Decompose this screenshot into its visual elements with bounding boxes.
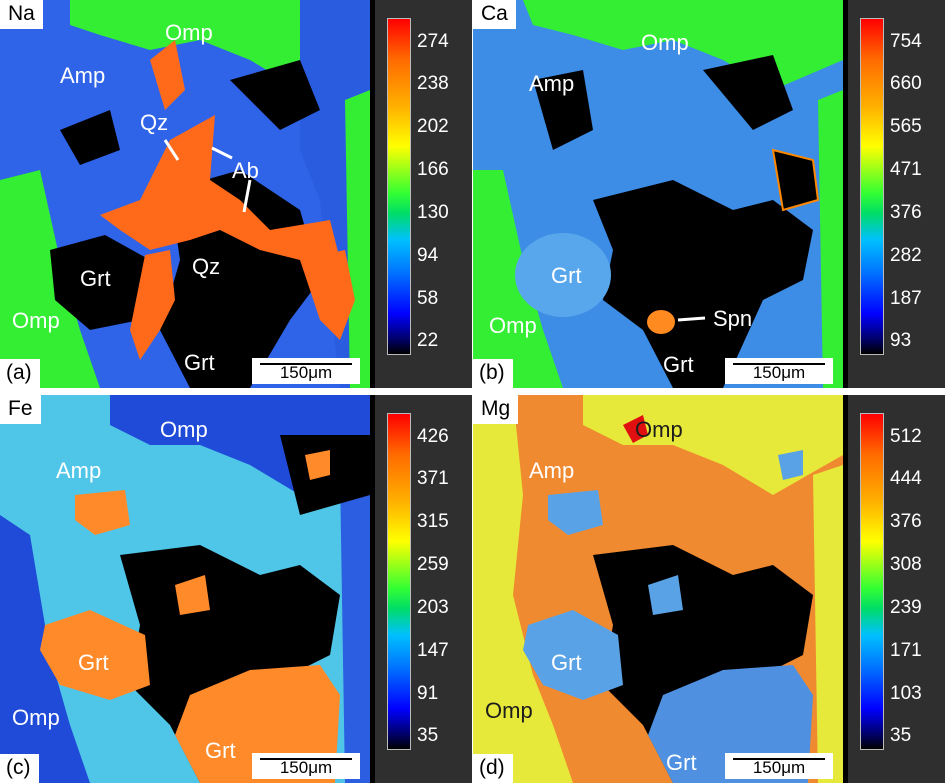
na-annotation-arrows [163, 139, 252, 213]
element-label: Fe [0, 395, 41, 424]
element-label: Na [0, 0, 43, 29]
mineral-label-grt: Grt [78, 650, 109, 675]
colorbar-panel: 754 660 565 471 376 282 187 93 [848, 0, 945, 388]
na-element-map [0, 0, 370, 388]
scale-bar-line [733, 758, 825, 760]
colorbar-tick: 238 [417, 73, 449, 94]
colorbar-tick: 376 [890, 202, 922, 223]
colorbar-tick: 308 [890, 554, 922, 575]
mg-element-map [473, 395, 843, 783]
colorbar-tick: 282 [890, 245, 922, 266]
mineral-label-omp: Omp [160, 417, 208, 442]
mineral-label-amp: Amp [529, 71, 575, 96]
colorbar-tick: 58 [417, 288, 439, 309]
colorbar [387, 413, 411, 750]
colorbar-tick: 660 [890, 73, 922, 94]
mineral-label-omp: Omp [641, 30, 689, 55]
ca-annotation-arrows [677, 316, 706, 322]
scale-bar: 150μm [725, 358, 833, 384]
mineral-label-omp: Omp [635, 417, 683, 442]
mineral-label-grt: Grt [663, 352, 694, 377]
scale-bar-line [260, 758, 352, 760]
panel-label: (c) [0, 754, 39, 783]
panel-na-map: Na Omp Amp Qz Ab Grt Qz Omp Grt (a) 150μ… [0, 0, 472, 388]
mineral-label-ab: Ab [232, 158, 259, 183]
colorbar-panel: 512 444 376 308 239 171 103 35 [848, 395, 945, 783]
colorbar-tick: 274 [417, 31, 449, 52]
panel-label: (d) [473, 754, 513, 783]
colorbar-tick: 315 [417, 511, 449, 532]
ca-element-map [473, 0, 843, 388]
mineral-label-omp: Omp [165, 20, 213, 45]
scale-bar-line [733, 363, 825, 365]
panel-ca-map: Ca Omp Amp Grt Omp Spn Grt (b) 150μm 754… [473, 0, 945, 388]
element-label: Mg [473, 395, 519, 424]
mineral-label-omp: Omp [489, 313, 537, 338]
colorbar-tick: 171 [890, 640, 922, 661]
mineral-label-spn: Spn [713, 306, 753, 331]
colorbar-tick: 471 [890, 159, 922, 180]
colorbar-tick: 103 [890, 683, 922, 704]
colorbar-tick: 444 [890, 468, 922, 489]
mineral-label-grt: Grt [551, 263, 582, 288]
colorbar-tick: 754 [890, 31, 922, 52]
scale-bar: 150μm [725, 753, 833, 779]
colorbar-tick: 35 [890, 725, 912, 746]
element-label: Ca [473, 0, 516, 29]
colorbar-tick: 166 [417, 159, 449, 180]
panel-fe-map: Fe Omp Amp Grt Omp Grt (c) 150μm 426 371… [0, 395, 472, 783]
mineral-label-grt: Grt [184, 350, 215, 375]
mineral-label-omp: Omp [12, 705, 60, 730]
colorbar [860, 413, 884, 750]
mineral-label-grt: Grt [551, 650, 582, 675]
colorbar-tick: 376 [890, 511, 922, 532]
mineral-label-omp: Omp [12, 308, 60, 333]
scale-bar-line [260, 363, 352, 365]
mineral-label-grt: Grt [205, 738, 236, 763]
colorbar [860, 18, 884, 355]
fe-element-map [0, 395, 370, 783]
panel-label: (a) [0, 359, 40, 388]
colorbar-panel: 274 238 202 166 130 94 58 22 [375, 0, 472, 388]
colorbar-tick: 91 [417, 683, 439, 704]
mineral-label-amp: Amp [60, 63, 106, 88]
colorbar-tick: 565 [890, 116, 922, 137]
colorbar-tick: 94 [417, 245, 439, 266]
mineral-label-omp: Omp [485, 698, 533, 723]
scale-bar-label: 150μm [279, 758, 333, 777]
mineral-label-amp: Amp [529, 458, 575, 483]
colorbar-panel: 426 371 315 259 203 147 91 35 [375, 395, 472, 783]
colorbar-tick: 202 [417, 116, 449, 137]
panel-mg-map: Mg Omp Amp Grt Omp Grt (d) 150μm 512 444… [473, 395, 945, 783]
colorbar-tick: 35 [417, 725, 439, 746]
colorbar-tick: 203 [417, 597, 449, 618]
mineral-label-grt: Grt [666, 750, 697, 775]
scale-bar-label: 150μm [752, 758, 806, 777]
colorbar-tick: 147 [417, 640, 449, 661]
scale-bar-label: 150μm [752, 363, 806, 382]
scale-bar: 150μm [252, 753, 360, 779]
colorbar-tick: 22 [417, 330, 439, 351]
mineral-label-qz: Qz [192, 254, 221, 279]
scale-bar: 150μm [252, 358, 360, 384]
colorbar-tick: 426 [417, 426, 449, 447]
mineral-label-amp: Amp [56, 458, 102, 483]
colorbar-tick: 130 [417, 202, 449, 223]
scale-bar-label: 150μm [279, 363, 333, 382]
colorbar-tick: 187 [890, 288, 922, 309]
panel-label: (b) [473, 359, 513, 388]
colorbar [387, 18, 411, 355]
colorbar-tick: 239 [890, 597, 922, 618]
colorbar-tick: 93 [890, 330, 912, 351]
colorbar-tick: 259 [417, 554, 449, 575]
colorbar-tick: 512 [890, 426, 922, 447]
mineral-label-qz: Qz [140, 110, 169, 135]
colorbar-tick: 371 [417, 468, 449, 489]
mineral-label-grt: Grt [80, 266, 111, 291]
